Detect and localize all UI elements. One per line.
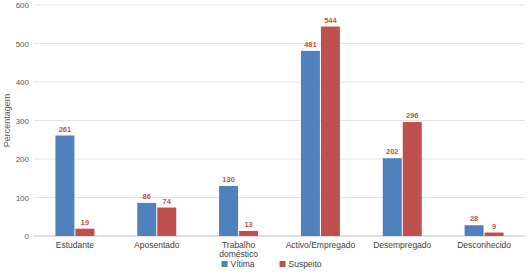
data-label: 544 xyxy=(324,16,337,25)
bar xyxy=(239,231,258,236)
x-tick-label-line: Desempregado xyxy=(373,240,431,250)
x-tick-label-line: Aposentado xyxy=(134,240,180,250)
grid-line xyxy=(34,197,525,198)
grid-line xyxy=(34,236,525,237)
y-tick-label: 500 xyxy=(16,40,30,49)
y-tick-label: 400 xyxy=(16,78,30,87)
y-tick-label: 0 xyxy=(25,232,30,241)
bar xyxy=(465,225,484,236)
bar xyxy=(137,203,156,236)
bar xyxy=(383,158,402,236)
bar xyxy=(301,51,320,236)
x-tick-label-line: Desconhecido xyxy=(457,240,511,250)
grid-line xyxy=(34,82,525,83)
bar xyxy=(219,186,238,236)
legend-swatch xyxy=(280,261,286,267)
x-tick-label: Desempregado xyxy=(373,240,431,250)
data-label: 86 xyxy=(143,192,151,201)
legend-label: Suspeito xyxy=(289,259,322,269)
data-label: 481 xyxy=(304,40,317,49)
data-label: 28 xyxy=(470,214,478,223)
data-label: 74 xyxy=(163,197,172,206)
y-tick-label: 100 xyxy=(16,194,30,203)
chart-container: 0 100 200 300 400 500 600 Percentagem 261 19 Estud… xyxy=(0,0,531,272)
bars xyxy=(55,27,503,236)
legend-swatch xyxy=(222,261,228,267)
bar xyxy=(403,122,422,236)
bar xyxy=(321,27,340,236)
x-tick-label: Activo/Empregado xyxy=(286,240,356,250)
x-tick-label: Aposentado xyxy=(134,240,180,250)
data-label: 9 xyxy=(492,222,496,231)
bar xyxy=(157,208,176,236)
y-axis-label: Percentagem xyxy=(2,94,12,148)
grid-line xyxy=(34,120,525,121)
data-label: 202 xyxy=(386,147,399,156)
x-tick-label: Trabalhodoméstico xyxy=(219,240,258,259)
data-label: 13 xyxy=(244,220,252,229)
data-label: 19 xyxy=(81,218,89,227)
data-label: 296 xyxy=(406,111,419,120)
x-tick-label: Estudante xyxy=(56,240,95,250)
y-tick-label: 600 xyxy=(16,1,30,10)
data-label: 261 xyxy=(59,125,72,134)
grid-line xyxy=(34,159,525,160)
x-tick-label-line: doméstico xyxy=(219,249,258,259)
bar xyxy=(75,229,94,236)
grid-line xyxy=(34,5,525,6)
x-tick-label-line: Activo/Empregado xyxy=(286,240,356,250)
legend-label: Vítima xyxy=(231,259,255,269)
bar xyxy=(55,136,74,236)
x-tick-label-line: Estudante xyxy=(56,240,95,250)
chart-svg: 0 100 200 300 400 500 600 Percentagem 261 19 Estud… xyxy=(0,0,531,272)
grid-line xyxy=(34,43,525,44)
bar xyxy=(485,233,504,236)
y-tick-label: 300 xyxy=(16,117,30,126)
data-label: 130 xyxy=(222,175,235,184)
x-tick-label: Desconhecido xyxy=(457,240,511,250)
y-tick-label: 200 xyxy=(16,155,30,164)
